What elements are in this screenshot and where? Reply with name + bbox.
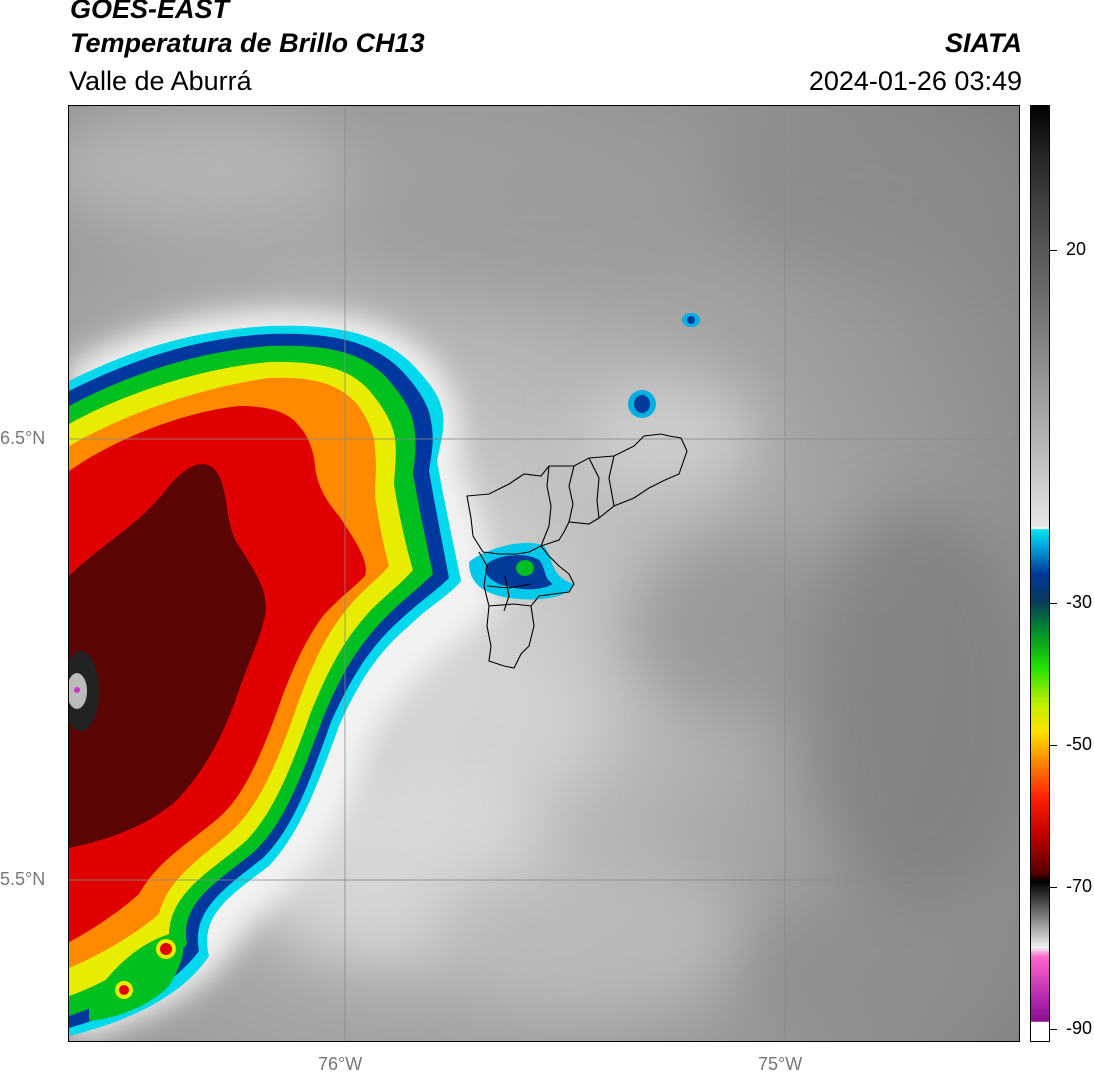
cbar-label-m90: -90 bbox=[1066, 1018, 1093, 1038]
lat-label-5-5: 5.5°N bbox=[0, 869, 46, 889]
org-title: SIATA bbox=[945, 28, 1022, 58]
product-title: Temperatura de Brillo CH13 bbox=[70, 28, 425, 58]
cbar-tick-m50 bbox=[1050, 745, 1057, 746]
colorbar bbox=[1030, 105, 1050, 1042]
cloud-texture bbox=[69, 106, 1019, 1036]
contour-south-red bbox=[160, 943, 172, 955]
cbar-tick-m70 bbox=[1050, 887, 1057, 888]
graticule bbox=[69, 106, 1019, 1041]
cell-north-east-core bbox=[634, 395, 650, 413]
region-title: Valle de Aburrá bbox=[69, 66, 252, 96]
satellite-title: GOES-EAST bbox=[70, 0, 230, 24]
lon-label-76: 76°W bbox=[318, 1054, 363, 1074]
colorbar-canvas bbox=[1031, 106, 1049, 1041]
cbar-tick-m30 bbox=[1050, 603, 1057, 604]
contour-dark-red bbox=[69, 463, 266, 848]
cbar-label-m30: -30 bbox=[1066, 592, 1093, 612]
cbar-label-m70: -70 bbox=[1066, 876, 1093, 896]
cbar-tick-20 bbox=[1050, 250, 1057, 251]
cbar-tick-m90 bbox=[1050, 1029, 1057, 1030]
map-canvas bbox=[69, 106, 1019, 1041]
datetime-label: 2024-01-26 03:49 bbox=[808, 66, 1022, 96]
cell-north-core bbox=[687, 316, 695, 324]
cell-aburra-green bbox=[516, 560, 534, 576]
contour-magenta bbox=[74, 687, 80, 693]
cbar-label-m50: -50 bbox=[1066, 734, 1093, 754]
satellite-map[interactable] bbox=[68, 105, 1020, 1042]
colorbar-gradient bbox=[1031, 106, 1049, 1041]
municipal-boundaries bbox=[466, 433, 688, 669]
contour-south-red-2 bbox=[119, 985, 129, 995]
lat-label-6-5: 6.5°N bbox=[0, 428, 46, 448]
cbar-label-20: 20 bbox=[1066, 239, 1087, 259]
lon-label-75: 75°W bbox=[758, 1054, 803, 1074]
